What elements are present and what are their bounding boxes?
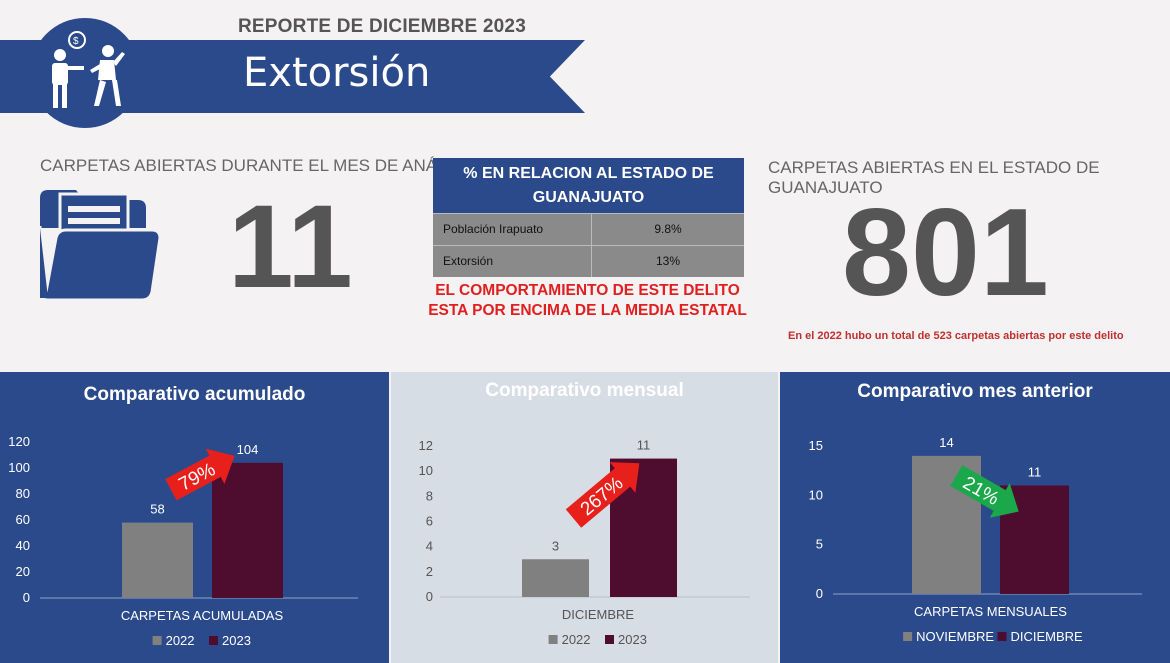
warning-line: ESTA POR ENCIMA DE LA MEDIA ESTATAL [428, 302, 747, 319]
bar-data-label: 58 [150, 502, 164, 517]
table-cell-label: Extorsión [433, 246, 592, 277]
right-stat-value: 801 [842, 184, 1049, 322]
y-tick-label: 15 [809, 438, 823, 453]
bar-data-label: 11 [1028, 464, 1042, 479]
legend-label: 2022 [562, 632, 591, 647]
arrow-shape [950, 465, 1019, 518]
y-tick-label: 8 [426, 488, 433, 503]
legend-swatch [903, 632, 913, 641]
chart-title: Comparativo mes anterior [857, 381, 1093, 402]
report-label: REPORTE DE DICIEMBRE 2023 [238, 16, 526, 37]
legend-swatch [152, 636, 162, 645]
y-tick-label: 6 [426, 514, 433, 529]
legend-label: 2023 [618, 632, 647, 647]
y-tick-label: 2 [426, 564, 433, 579]
logo-badge: $ [30, 18, 140, 128]
extortion-people-icon: $ [52, 31, 125, 108]
legend-swatch [548, 635, 558, 644]
relation-table: % EN RELACION AL ESTADO DE GUANAJUATO Po… [433, 158, 744, 277]
chart-title: Comparativo mensual [485, 380, 684, 401]
legend-swatch [209, 636, 218, 645]
x-category-label: CARPETAS ACUMULADAS [121, 608, 284, 623]
legend-swatch [605, 635, 614, 644]
y-tick-label: 120 [8, 434, 30, 449]
warning-line: EL COMPORTAMIENTO DE ESTE DELITO [435, 282, 740, 299]
y-tick-label: 60 [16, 512, 30, 527]
legend-label: 2022 [166, 633, 195, 648]
y-tick-label: 0 [426, 589, 433, 604]
bar [522, 559, 589, 597]
table-cell-value: 13% [655, 254, 681, 268]
y-tick-label: 100 [8, 460, 30, 475]
chart-accumulated: 0 20 40 60 80 100 120 58 104 CARPETAS ACUMULADAS 2… [8, 434, 358, 648]
legend-swatch [997, 632, 1007, 641]
x-category-label: DICIEMBRE [562, 607, 635, 622]
y-tick-label: 0 [816, 586, 823, 601]
y-tick-label: 10 [419, 463, 433, 478]
y-tick-label: 20 [16, 564, 30, 579]
legend-label: 2023 [222, 633, 251, 648]
chart-title: Comparativo acumulado [83, 384, 306, 405]
arrow-shape [565, 462, 640, 528]
warning-text: EL COMPORTAMIENTO DE ESTE DELITO ESTA PO… [425, 281, 750, 321]
table-row: Extorsión 13% [433, 245, 744, 277]
arrow-shape [165, 448, 235, 501]
y-tick-label: 40 [16, 538, 30, 553]
y-tick-label: 5 [816, 537, 823, 552]
bar-data-label: 3 [552, 538, 559, 553]
bar [122, 522, 193, 598]
legend-label: DICIEMBRE [1011, 629, 1084, 644]
svg-text:$: $ [73, 36, 79, 47]
y-tick-label: 10 [809, 487, 823, 502]
x-category-label: CARPETAS MENSUALES [914, 604, 1067, 619]
bar-data-label: 14 [939, 435, 953, 450]
folder-icon [38, 190, 162, 302]
table-cell-label: Población Irapuato [433, 214, 592, 245]
right-stat-label: CARPETAS ABIERTAS EN EL ESTADO DE GUANAJ… [768, 158, 1100, 197]
left-stat-label: CARPETAS ABIERTAS DURANTE EL MES DE ANÁL… [40, 156, 479, 175]
bar [212, 462, 283, 598]
chart-panel-monthly: Comparativo mensual 0 2 4 6 8 10 12 3 11 DICIEMBR… [391, 372, 778, 663]
bar-data-label: 11 [637, 438, 651, 453]
right-stat-note: En el 2022 hubo un total de 523 carpetas… [788, 330, 1124, 342]
table-cell-value: 9.8% [654, 222, 682, 236]
crime-title: Extorsión [243, 50, 431, 96]
table-row: Población Irapuato 9.8% [433, 213, 744, 245]
y-tick-label: 12 [419, 438, 433, 453]
y-tick-label: 80 [16, 486, 30, 501]
y-tick-label: 0 [23, 590, 30, 605]
relation-table-title: % EN RELACION AL ESTADO DE GUANAJUATO [433, 158, 744, 213]
chart-previous-month: 0 5 10 15 14 11 CARPETAS MENSUALES NOVIEMBRE DIC… [809, 435, 1142, 644]
left-stat-value: 11 [228, 181, 353, 313]
y-tick-label: 4 [426, 539, 433, 554]
chart-panel-accumulated: Comparativo acumulado 0 20 40 60 80 100 120 58 1… [0, 372, 389, 663]
chart-panel-previous-month: Comparativo mes anterior 0 5 10 15 14 11 CARPE… [780, 372, 1170, 663]
legend-label: NOVIEMBRE [916, 629, 994, 644]
bar-data-label: 104 [237, 442, 259, 457]
